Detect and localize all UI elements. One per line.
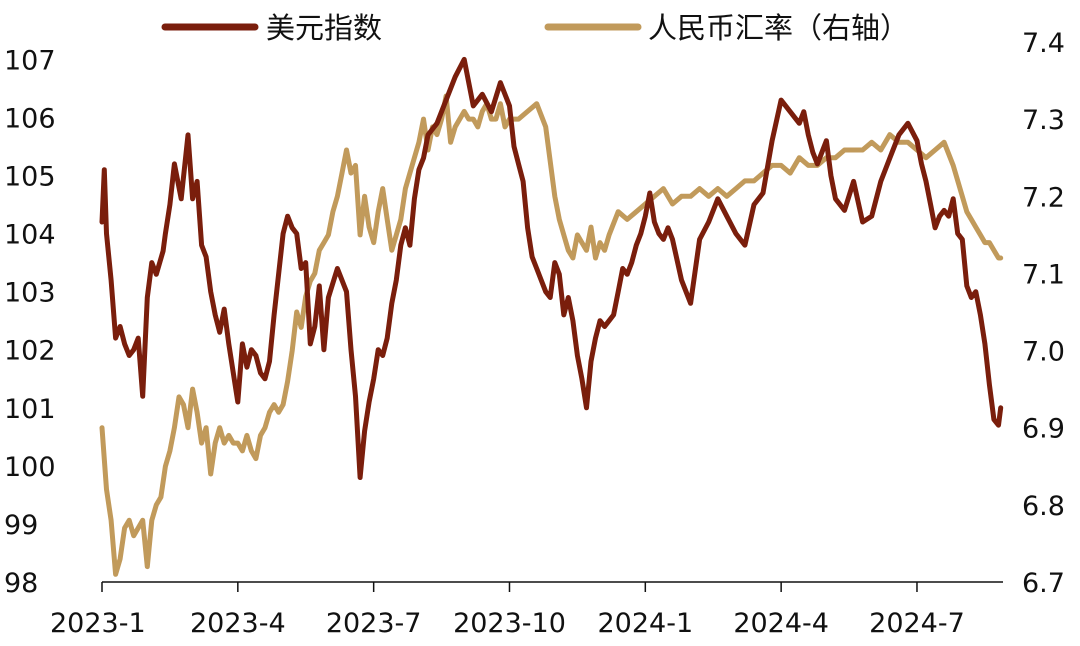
left-tick-label: 107	[4, 45, 56, 76]
left-tick-label: 102	[4, 336, 56, 367]
left-tick-label: 106	[4, 103, 56, 134]
series-line-dollar-index	[99, 56, 1004, 480]
right-tick-label: 7.1	[1022, 259, 1065, 290]
left-axis-ticks: 98 99 100 101 102 103 104 105 106 107	[4, 45, 56, 599]
legend: 美元指数 人民币汇率（右轴）	[161, 11, 909, 45]
x-tick-label: 2024-4	[733, 608, 829, 639]
left-tick-label: 99	[4, 510, 38, 541]
x-tick-label: 2024-1	[597, 608, 693, 639]
right-tick-label: 6.7	[1022, 568, 1065, 599]
x-tick-label: 2023-7	[326, 608, 422, 639]
right-axis-ticks: 6.7 6.8 6.9 7.0 7.1 7.2 7.3 7.4	[1022, 28, 1065, 599]
x-tick-label: 2024-7	[869, 608, 965, 639]
left-tick-label: 104	[4, 220, 56, 251]
right-tick-label: 7.0	[1022, 337, 1065, 368]
series-line-rmb-rate	[99, 93, 1004, 577]
x-tick-label: 2023-10	[453, 608, 566, 639]
right-tick-label: 7.2	[1022, 182, 1065, 213]
legend-label-dollar-index: 美元指数	[266, 11, 382, 45]
left-tick-label: 105	[4, 162, 56, 193]
x-tick-label: 2023-4	[190, 608, 286, 639]
right-tick-label: 6.8	[1022, 491, 1065, 522]
right-tick-label: 7.3	[1022, 105, 1065, 136]
right-tick-label: 7.4	[1022, 28, 1065, 59]
right-tick-label: 6.9	[1022, 414, 1065, 445]
left-tick-label: 98	[4, 568, 38, 599]
left-tick-label: 103	[4, 278, 56, 309]
x-tick-label: 2023-1	[50, 608, 146, 639]
x-axis-ticks: 2023-1 2023-4 2023-7 2023-10 2024-1 2024-4 202…	[50, 582, 965, 639]
left-tick-label: 100	[4, 452, 56, 483]
series-layer	[99, 56, 1004, 577]
left-tick-label: 101	[4, 394, 56, 425]
legend-label-rmb-rate: 人民币汇率（右轴）	[648, 11, 909, 45]
